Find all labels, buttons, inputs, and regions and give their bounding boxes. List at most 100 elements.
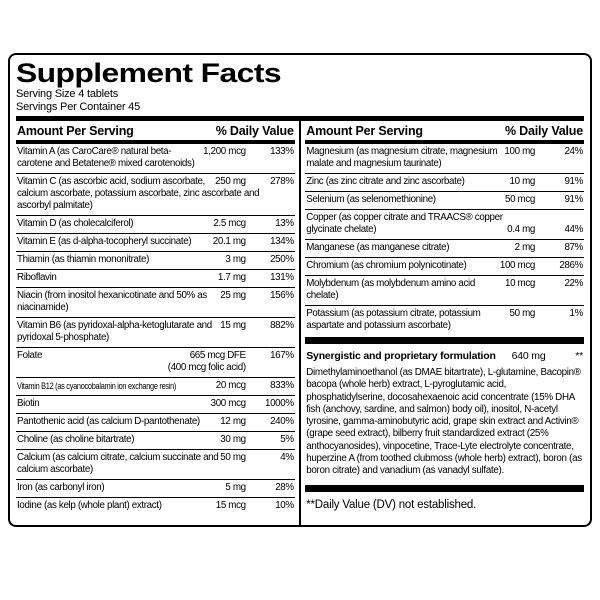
formulation-name: Synergistic and proprietary formulation <box>306 350 496 362</box>
daily-value: 24% <box>564 146 583 157</box>
right-ingredient-rows: 100 mg 24% Magnesium (as magnesium citrate… <box>305 144 584 335</box>
ingredient-name: Iodine (as kelp (whole plant) extract) <box>17 500 162 511</box>
row-values: 1.7 mg 131% <box>218 272 294 284</box>
column-divider <box>298 121 302 525</box>
daily-value-label: % Daily Value <box>215 124 294 138</box>
amount-line-1: 665 mcg DFE <box>189 350 246 361</box>
ingredient-row: 100 mg 24% Magnesium (as magnesium citrate… <box>305 144 584 173</box>
ingredient-row: 15 mg 882% Vitamin B6 (as pyridoxal-alpha-… <box>16 317 295 347</box>
formulation-amount: 640 mg <box>511 350 546 362</box>
row-values: 20 mcg 833% <box>216 380 294 392</box>
ingredient-row: 20.1 mg 134% Vitamin E (as d-alpha-tocophe… <box>16 233 295 251</box>
row-values: 300 mcg 1000% <box>211 398 294 410</box>
row-values: 12 mg 240% <box>220 416 294 428</box>
amount-value: 665 mcg DFE (400 mcg folic acid) <box>168 350 246 374</box>
panel-title: Supplement Facts <box>16 58 584 88</box>
ingredient-row: 5 mg 28% Iron (as carbonyl iron) <box>16 479 295 497</box>
ingredient-row: 10 mcg 22% Molybdenum (as molybdenum amino… <box>305 275 584 305</box>
ingredient-name: Vitamin B6 (as pyridoxal-alpha-ketogluta… <box>17 320 212 343</box>
ingredient-name: Copper (as copper citrate and TRAACS® co… <box>306 212 503 235</box>
ingredient-row: 30 mg 5% Choline (as choline bitartrate) <box>16 431 295 449</box>
amount-value: 1,200 mcg <box>203 146 246 157</box>
row-values: 100 mcg 286% <box>500 260 583 272</box>
header-rule <box>305 140 584 144</box>
amount-value: 20 mcg <box>215 380 246 391</box>
ingredient-name: Potassium (as potassium citrate, potassi… <box>306 308 481 331</box>
row-values: 2.5 mcg 13% <box>213 218 294 230</box>
separator-bar-top <box>16 116 584 121</box>
amount-value: 5 mg <box>225 482 246 493</box>
ingredient-row: 20 mcg 833% Vitamin B12 (as cyanocobalamin… <box>16 377 295 395</box>
header-rule <box>16 140 295 144</box>
amount-value: 12 mg <box>220 416 246 427</box>
ingredient-name: Vitamin C (as ascorbic acid, sodium asco… <box>17 176 260 211</box>
amount-value: 250 mg <box>215 176 246 187</box>
panel-title-text: Supplement Facts <box>16 58 282 88</box>
amount-line-2: (400 mcg folic acid) <box>167 362 246 373</box>
ingredient-row: 2 mg 87% Manganese (as manganese citrate) <box>305 239 584 257</box>
amount-value: 300 mcg <box>210 398 246 409</box>
right-column: Amount Per Serving % Daily Value 100 mg 2… <box>305 121 584 525</box>
daily-value: 91% <box>564 176 583 187</box>
row-values: 50 mg 4% <box>220 452 294 464</box>
daily-value: 278% <box>270 176 294 187</box>
amount-value: 1.7 mg <box>217 272 246 283</box>
left-ingredient-rows: 1,200 mcg 133% Vitamin A (as CaroCare® nat… <box>16 144 295 515</box>
ingredient-row: 100 mcg 286% Chromium (as chromium polynic… <box>305 257 584 275</box>
ingredient-name: Niacin (from inositol hexanicotinate and… <box>17 290 207 313</box>
separator-bar-thick <box>305 337 584 344</box>
amount-value: 10 mg <box>509 176 536 187</box>
daily-value: 131% <box>270 272 294 283</box>
ingredient-name: Vitamin B12 (as cyanocobalamin ion excha… <box>17 381 177 391</box>
row-values: 30 mg 5% <box>220 434 294 446</box>
row-values: 3 mg 250% <box>225 254 294 266</box>
ingredient-row: 50 mg 4% Calcium (as calcium citrate, calc… <box>16 449 295 479</box>
amount-value: 3 mg <box>225 254 246 265</box>
daily-value: 833% <box>270 380 294 391</box>
ingredient-row: 1.7 mg 131% Riboflavin <box>16 269 295 287</box>
ingredient-name: Biotin <box>17 398 40 409</box>
ingredient-name: Riboflavin <box>17 272 57 283</box>
ingredient-name: Vitamin E (as d-alpha-tocopheryl succina… <box>17 236 192 247</box>
row-values: 10 mg 91% <box>509 176 584 188</box>
ingredient-row: 50 mg 1% Potassium (as potassium citrate, … <box>305 305 584 335</box>
servings-per-container: Servings Per Container 45 <box>16 100 141 113</box>
amount-value: 50 mg <box>220 452 246 463</box>
daily-value: 882% <box>270 320 294 331</box>
ingredient-row: 3 mg 250% Thiamin (as thiamin mononitrate) <box>16 251 295 269</box>
daily-value: 1000% <box>264 398 294 409</box>
serving-size: Serving Size 4 tablets <box>16 88 118 100</box>
right-column-header: Amount Per Serving % Daily Value <box>305 121 584 140</box>
ingredient-name: Chromium (as chromium polynicotinate) <box>306 260 467 271</box>
ingredient-row: 1,200 mcg 133% Vitamin A (as CaroCare® nat… <box>16 144 295 173</box>
row-values: 100 mg 24% <box>504 146 583 158</box>
daily-value: 4% <box>280 452 294 463</box>
amount-value: 2.5 mcg <box>213 218 246 229</box>
ingredient-row: 2.5 mcg 13% Vitamin D (as cholecalciferol) <box>16 215 295 233</box>
amount-value: 25 mg <box>220 290 246 301</box>
ingredient-name: Folate <box>17 350 43 361</box>
amount-value: 100 mg <box>504 146 535 157</box>
ingredient-row: 300 mcg 1000% Biotin <box>16 395 295 413</box>
ingredient-name: Magnesium (as magnesium citrate, magnesi… <box>306 146 498 169</box>
amount-value: 100 mcg <box>499 260 535 271</box>
daily-value: 10% <box>275 500 294 511</box>
daily-value: 91% <box>564 194 583 205</box>
amount-value: 0.4 mg <box>507 224 535 235</box>
daily-value: 133% <box>270 146 294 157</box>
row-values: 50 mg 1% <box>510 308 584 320</box>
ingredient-name: Molybdenum (as molybdenum amino acid che… <box>306 278 475 301</box>
ingredient-row: 50 mcg 91% Selenium (as selenomethionine) <box>305 191 584 209</box>
row-values: 20.1 mg 134% <box>213 236 294 248</box>
amount-value: 15 mg <box>220 320 246 331</box>
amount-per-serving-label: Amount Per Serving <box>306 124 423 138</box>
separator-bar-thick <box>305 484 584 492</box>
daily-value: 286% <box>559 260 583 271</box>
ingredient-name: Thiamin (as thiamin mononitrate) <box>17 254 149 265</box>
ingredient-name: Pantothenic acid (as calcium D-pantothen… <box>17 416 200 427</box>
row-values: 50 mcg 91% <box>505 194 583 206</box>
amount-value: 30 mg <box>220 434 246 445</box>
ingredient-name: Vitamin A (as CaroCare® natural beta-car… <box>17 146 195 169</box>
row-values: 2 mg 87% <box>515 242 584 254</box>
amount-value: 10 mcg <box>504 278 535 289</box>
